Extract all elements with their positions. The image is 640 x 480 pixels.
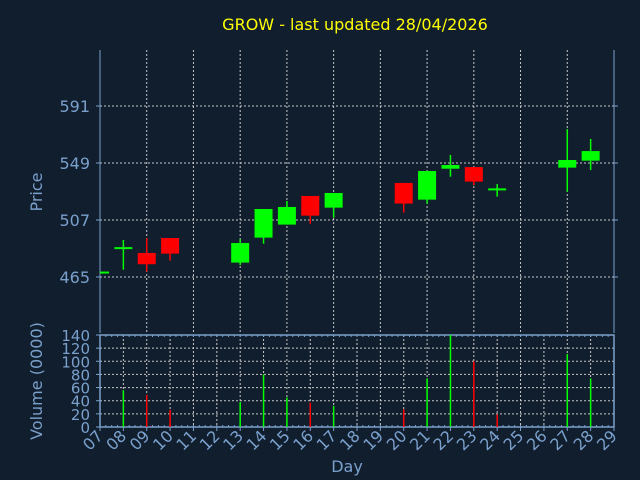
candle-body <box>418 171 437 200</box>
x-axis-label: Day <box>331 457 363 476</box>
volume-tick-label: 120 <box>61 340 90 358</box>
volume-tick-label: 80 <box>71 366 90 384</box>
volume-tick-label: 60 <box>71 380 90 398</box>
volume-tick-label: 20 <box>71 406 90 424</box>
candle-body <box>581 151 600 161</box>
candle-body <box>277 206 296 225</box>
candle-body <box>100 271 109 274</box>
candle-body <box>254 209 273 238</box>
chart-title: GROW - last updated 28/04/2026 <box>222 15 488 34</box>
price-tick-label: 549 <box>59 154 90 173</box>
candle-body <box>114 247 133 250</box>
candle-body <box>558 160 577 168</box>
candle-body <box>301 195 320 216</box>
price-tick-label: 465 <box>59 268 90 287</box>
candle-body <box>488 188 507 191</box>
volume-axis-label: Volume (0000) <box>27 322 46 440</box>
volume-tick-label: 140 <box>61 327 90 345</box>
volume-tick-label: 40 <box>71 393 90 411</box>
volume-frame <box>99 334 615 428</box>
price-axis-label: Price <box>27 172 46 211</box>
candle-body <box>161 238 180 254</box>
candle-body <box>231 243 250 263</box>
volume-panel: 0204060801001201400708091011121314151617… <box>61 327 620 454</box>
candle-body <box>137 252 156 265</box>
price-tick-label: 507 <box>59 211 90 230</box>
price-panel: 465 507 549 591 <box>59 50 618 333</box>
price-tick-label: 591 <box>59 97 90 116</box>
candle-body <box>394 182 413 204</box>
candle-body <box>441 165 460 169</box>
candle-body <box>324 192 343 208</box>
volume-tick-label: 0 <box>80 419 90 437</box>
candle-body <box>464 167 483 182</box>
volume-tick-label: 100 <box>61 353 90 371</box>
day-tick-label: 29 <box>593 426 621 454</box>
